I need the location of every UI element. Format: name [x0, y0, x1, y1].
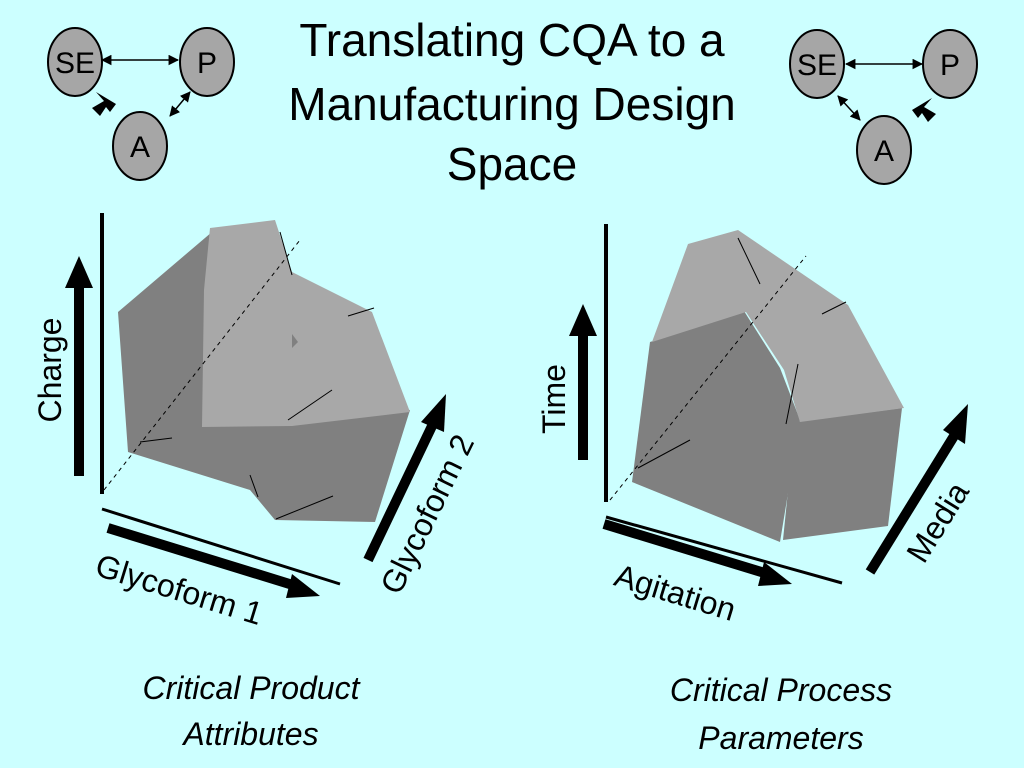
right-solid-dark-side	[783, 408, 902, 540]
media-arrow-shaft	[865, 433, 959, 575]
glycoform1-arrow-shaft	[106, 523, 298, 591]
title-line-2: Manufacturing Design	[288, 78, 735, 130]
right-vertical-axis-label: Time	[536, 364, 572, 434]
left-panel: Charge Glycoform 1 Glycoform 2 Critical …	[32, 213, 481, 752]
left-diagonal-dashed	[103, 239, 301, 491]
agitation-arrow-head	[758, 562, 792, 586]
triangle-right: SE P A	[789, 29, 978, 185]
right-design-space-solid	[609, 230, 904, 542]
node-a-right-label: A	[874, 135, 894, 168]
left-solid-light-face	[202, 220, 410, 427]
title-line-1: Translating CQA to a	[299, 14, 725, 66]
node-a-right	[856, 115, 912, 185]
charge-arrow-head	[65, 256, 93, 288]
node-a-left-label: A	[130, 131, 150, 164]
glycoform2-arrow-shaft	[363, 423, 437, 563]
slide-title: Translating CQA to a Manufacturing Desig…	[288, 14, 735, 190]
edge-se-a-right	[837, 95, 861, 121]
node-p-left-label: P	[197, 47, 217, 80]
node-se-right-label: SE	[797, 49, 837, 82]
right-depth-axis-label: Media	[899, 476, 976, 569]
time-arrow-head	[569, 304, 597, 336]
right-caption-line-1: Critical Process	[670, 672, 892, 708]
node-a-left	[112, 111, 168, 181]
left-caption-line-1: Critical Product	[143, 670, 361, 706]
glycoform1-arrow-head	[286, 574, 320, 598]
left-horizontal-axis-line	[101, 507, 341, 586]
right-solid-dark-front	[632, 311, 800, 542]
right-caption-line-2: Parameters	[698, 720, 863, 756]
node-se-right	[789, 29, 845, 99]
node-p-left	[179, 27, 235, 97]
media-arrow-head	[943, 404, 968, 444]
node-se-left	[47, 27, 103, 97]
right-horizontal-axis-line	[605, 515, 843, 585]
left-horizontal-axis-label: Glycoform 1	[91, 547, 266, 632]
edge-p-a-right-bold-arrow	[912, 98, 936, 122]
left-design-space-solid	[103, 220, 410, 522]
right-horizontal-axis-label: Agitation	[610, 557, 740, 628]
node-se-left-label: SE	[55, 47, 95, 80]
node-p-right-label: P	[940, 49, 960, 82]
right-solid-light-top	[652, 230, 904, 422]
left-vertical-axis-label: Charge	[32, 318, 68, 423]
left-hatch-marks	[139, 231, 375, 520]
node-p-right	[922, 29, 978, 99]
left-solid-notch	[292, 334, 298, 348]
title-line-3: Space	[447, 138, 577, 190]
triangle-left: SE P A	[47, 27, 235, 181]
right-panel: Time Agitation Media Critical Process Pa…	[536, 224, 976, 756]
glycoform2-arrow-head	[421, 394, 446, 432]
left-caption-line-2: Attributes	[181, 716, 318, 752]
agitation-arrow-shaft	[602, 519, 770, 579]
right-hatch-marks	[637, 237, 847, 469]
edge-p-a-left	[169, 91, 191, 117]
edge-se-a-left-bold-arrow	[92, 92, 116, 116]
